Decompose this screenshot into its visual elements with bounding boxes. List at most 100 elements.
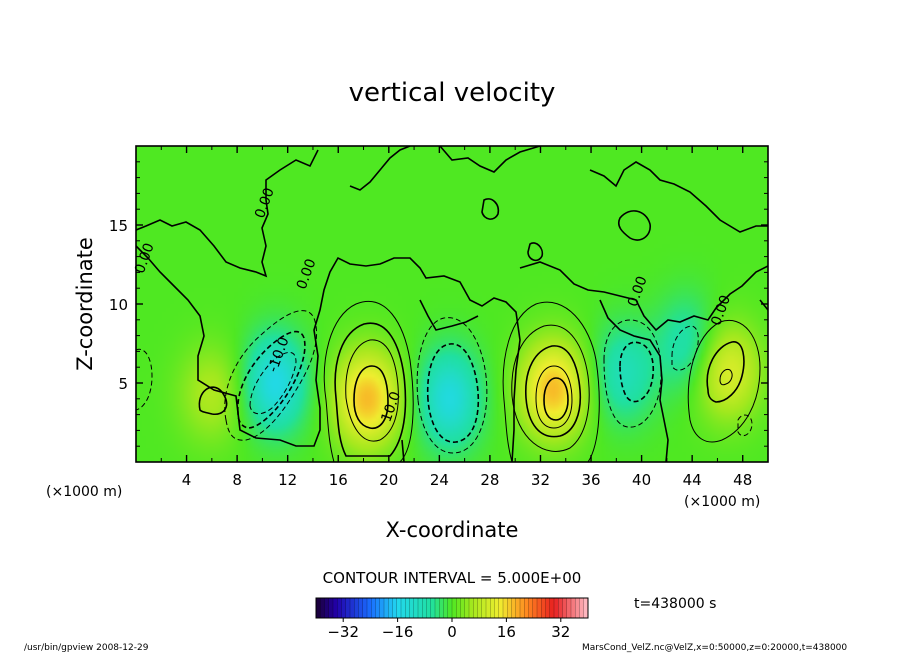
colorbar-bin bbox=[401, 598, 406, 618]
colorbar-bin bbox=[362, 598, 368, 618]
colorbar-bin bbox=[494, 598, 500, 618]
colorbar-bin bbox=[371, 598, 376, 618]
colorbar-bin bbox=[324, 598, 330, 618]
colorbar-bin bbox=[456, 598, 461, 618]
colorbar-bin bbox=[524, 598, 529, 618]
chart-title: vertical velocity bbox=[349, 78, 556, 108]
colorbar-bin bbox=[575, 598, 580, 618]
colorbar-bin bbox=[320, 598, 325, 618]
colorbar-bin bbox=[477, 598, 483, 618]
colorbar-tick-label: 32 bbox=[551, 623, 570, 641]
x-tick-label: 40 bbox=[632, 471, 651, 489]
x-axis: 4 8 12 16 20 24 28 32 36 40 44 48 bbox=[160, 146, 752, 489]
colorbar-bin bbox=[532, 598, 538, 618]
colorbar-bin bbox=[358, 598, 364, 618]
colorbar-bin bbox=[549, 598, 555, 618]
x-tick-label: 20 bbox=[379, 471, 398, 489]
colorbar-bin bbox=[392, 598, 398, 618]
x-tick-label: 28 bbox=[480, 471, 499, 489]
colorbar-bin bbox=[341, 598, 347, 618]
colorbar-bin bbox=[367, 598, 372, 618]
colorbar-bin bbox=[498, 598, 504, 618]
colorbar-bins bbox=[315, 597, 589, 619]
colorbar-bin bbox=[413, 598, 419, 618]
colorbar-bin bbox=[350, 598, 355, 618]
colorbar-bin bbox=[460, 598, 466, 618]
plot-area bbox=[136, 146, 768, 462]
colorbar-bin bbox=[328, 598, 334, 618]
y-tick-label: 5 bbox=[118, 375, 128, 393]
colorbar-ticks: −32 −16 0 16 32 bbox=[327, 618, 570, 641]
colorbar-bin bbox=[528, 598, 534, 618]
colorbar-bin bbox=[486, 598, 491, 618]
velocity-field bbox=[136, 146, 768, 462]
y-axis-label: Z-coordinate bbox=[73, 237, 97, 371]
colorbar-bin bbox=[545, 598, 551, 618]
colorbar-bin bbox=[554, 598, 559, 618]
colorbar-bin bbox=[558, 598, 563, 618]
colorbar-tick-label: −32 bbox=[327, 623, 359, 641]
x-tick-label: 32 bbox=[531, 471, 550, 489]
colorbar-bin bbox=[481, 598, 487, 618]
colorbar-bin bbox=[435, 598, 440, 618]
colorbar-bin bbox=[562, 598, 568, 618]
x-tick-label: 4 bbox=[182, 471, 192, 489]
colorbar-bin bbox=[422, 598, 427, 618]
x-unit-label-right: (×1000 m) bbox=[684, 494, 760, 510]
colorbar-bin bbox=[469, 598, 474, 618]
colorbar-bin bbox=[354, 598, 359, 618]
colorbar-bin bbox=[426, 598, 432, 618]
colorbar-bin bbox=[490, 598, 495, 618]
contour-interval-text: CONTOUR INTERVAL = 5.000E+00 bbox=[323, 569, 582, 587]
colorbar-bin bbox=[507, 598, 512, 618]
footer-right: MarsCond_VelZ.nc@VelZ,x=0:50000,z=0:2000… bbox=[582, 643, 847, 653]
x-axis-label: X-coordinate bbox=[386, 518, 519, 542]
colorbar-bin bbox=[418, 598, 423, 618]
colorbar-bin bbox=[337, 598, 342, 618]
colorbar-bin bbox=[447, 598, 453, 618]
colorbar-bin bbox=[316, 598, 321, 618]
colorbar-tick-label: 16 bbox=[497, 623, 516, 641]
colorbar-tick-label: −16 bbox=[382, 623, 414, 641]
x-tick-label: 8 bbox=[232, 471, 242, 489]
colorbar-bin bbox=[464, 598, 470, 618]
x-tick-label: 44 bbox=[683, 471, 702, 489]
colorbar-bin bbox=[388, 598, 393, 618]
colorbar-bin bbox=[537, 598, 542, 618]
colorbar: −32 −16 0 16 32 bbox=[315, 597, 589, 641]
footer-left: /usr/bin/gpview 2008-12-29 bbox=[24, 643, 149, 653]
colorbar-bin bbox=[379, 598, 385, 618]
colorbar-bin bbox=[579, 598, 585, 618]
colorbar-bin bbox=[409, 598, 415, 618]
time-label: t=438000 s bbox=[634, 596, 716, 612]
colorbar-bin bbox=[511, 598, 517, 618]
colorbar-bin bbox=[571, 598, 576, 618]
colorbar-bin bbox=[541, 598, 546, 618]
negative-contours bbox=[136, 310, 753, 454]
colorbar-bin bbox=[566, 598, 572, 618]
x-tick-label: 12 bbox=[278, 471, 297, 489]
x-tick-label: 24 bbox=[430, 471, 449, 489]
colorbar-bin bbox=[439, 598, 444, 618]
y-tick-label: 10 bbox=[109, 296, 128, 314]
colorbar-bin bbox=[583, 598, 589, 618]
colorbar-bin bbox=[405, 598, 410, 618]
colorbar-bin bbox=[473, 598, 478, 618]
y-tick-label: 15 bbox=[109, 217, 128, 235]
y-axis: 5 10 15 bbox=[109, 161, 768, 447]
colorbar-bin bbox=[345, 598, 351, 618]
colorbar-bin bbox=[384, 598, 389, 618]
x-tick-label: 16 bbox=[329, 471, 348, 489]
x-tick-label: 36 bbox=[581, 471, 600, 489]
x-tick-label: 48 bbox=[733, 471, 752, 489]
colorbar-bin bbox=[430, 598, 436, 618]
colorbar-bin bbox=[396, 598, 402, 618]
colorbar-bin bbox=[452, 598, 457, 618]
colorbar-bin bbox=[333, 598, 338, 618]
colorbar-tick-label: 0 bbox=[447, 623, 457, 641]
colorbar-bin bbox=[520, 598, 525, 618]
colorbar-bin bbox=[375, 598, 381, 618]
x-unit-label-left: (×1000 m) bbox=[46, 484, 122, 500]
colorbar-bin bbox=[515, 598, 521, 618]
